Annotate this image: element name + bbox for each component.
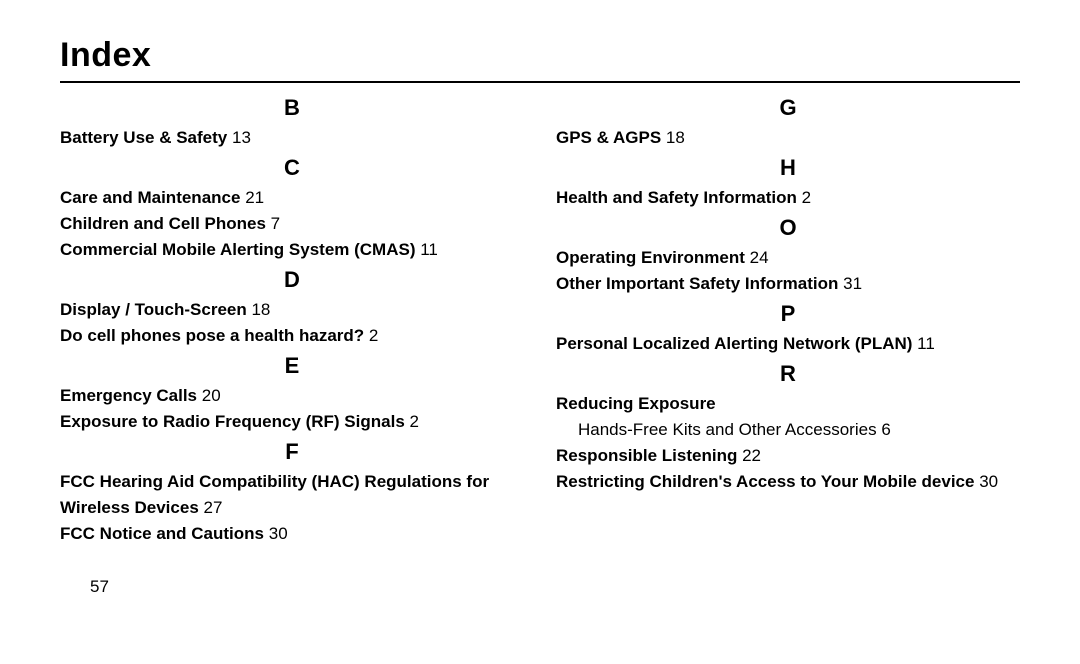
index-entry: GPS & AGPS 18 xyxy=(556,125,1020,151)
index-entry-page: 20 xyxy=(202,386,221,405)
index-entry-page: 21 xyxy=(245,188,264,207)
index-entry: Other Important Safety Information 31 xyxy=(556,271,1020,297)
index-entry: Display / Touch-Screen 18 xyxy=(60,297,524,323)
index-entry-page: 30 xyxy=(979,472,998,491)
index-entry-page: 31 xyxy=(843,274,862,293)
index-entry-label: Children and Cell Phones xyxy=(60,214,266,233)
index-entry-page: 13 xyxy=(232,128,251,147)
index-letter: H xyxy=(556,155,1020,181)
index-entry-page: 18 xyxy=(666,128,685,147)
index-entry-label: Exposure to Radio Frequency (RF) Signals xyxy=(60,412,405,431)
index-entry: Health and Safety Information 2 xyxy=(556,185,1020,211)
index-letter: R xyxy=(556,361,1020,387)
index-letter: F xyxy=(60,439,524,465)
index-entry: FCC Hearing Aid Compatibility (HAC) Regu… xyxy=(60,469,524,521)
index-column-left: B Battery Use & Safety 13 C Care and Mainte… xyxy=(60,91,524,547)
index-entry-label: Commercial Mobile Alerting System (CMAS) xyxy=(60,240,416,259)
index-subentry-label: Hands-Free Kits and Other Accessories xyxy=(578,420,877,439)
index-entry-label: Responsible Listening xyxy=(556,446,737,465)
index-letter: B xyxy=(60,95,524,121)
title-rule xyxy=(60,81,1020,83)
index-subentry: Hands-Free Kits and Other Accessories 6 xyxy=(556,417,1020,443)
index-entry-page: 18 xyxy=(251,300,270,319)
index-entry-label: Operating Environment xyxy=(556,248,745,267)
index-entry: Care and Maintenance 21 xyxy=(60,185,524,211)
index-entry-page: 2 xyxy=(369,326,378,345)
index-entry-label: Care and Maintenance xyxy=(60,188,240,207)
index-entry-label: FCC Hearing Aid Compatibility (HAC) Regu… xyxy=(60,472,489,517)
index-entry: Personal Localized Alerting Network (PLA… xyxy=(556,331,1020,357)
index-entry: Reducing Exposure xyxy=(556,391,1020,417)
index-entry: Battery Use & Safety 13 xyxy=(60,125,524,151)
index-letter: D xyxy=(60,267,524,293)
index-entry: Emergency Calls 20 xyxy=(60,383,524,409)
index-letter: O xyxy=(556,215,1020,241)
index-subentry-page: 6 xyxy=(881,420,890,439)
index-page: Index B Battery Use & Safety 13 C Care and … xyxy=(0,0,1080,597)
index-entry-label: GPS & AGPS xyxy=(556,128,661,147)
index-entry: Do cell phones pose a health hazard? 2 xyxy=(60,323,524,349)
index-entry-label: Do cell phones pose a health hazard? xyxy=(60,326,364,345)
index-entry-label: Personal Localized Alerting Network (PLA… xyxy=(556,334,912,353)
index-entry-label: Other Important Safety Information xyxy=(556,274,838,293)
index-letter: C xyxy=(60,155,524,181)
index-entry-page: 7 xyxy=(271,214,280,233)
index-entry-page: 2 xyxy=(802,188,811,207)
index-entry-page: 27 xyxy=(204,498,223,517)
index-letter: P xyxy=(556,301,1020,327)
index-column-right: G GPS & AGPS 18 H Health and Safety Informa… xyxy=(556,91,1020,547)
index-entry: Restricting Children's Access to Your Mo… xyxy=(556,469,1020,495)
index-entry-page: 24 xyxy=(750,248,769,267)
index-entry-label: Emergency Calls xyxy=(60,386,197,405)
page-title: Index xyxy=(60,36,1020,75)
index-entry-label: Health and Safety Information xyxy=(556,188,797,207)
index-entry-label: Display / Touch-Screen xyxy=(60,300,247,319)
index-entry-page: 2 xyxy=(410,412,419,431)
index-entry: Responsible Listening 22 xyxy=(556,443,1020,469)
index-letter: E xyxy=(60,353,524,379)
index-letter: G xyxy=(556,95,1020,121)
index-entry: Commercial Mobile Alerting System (CMAS)… xyxy=(60,237,524,263)
index-entry: FCC Notice and Cautions 30 xyxy=(60,521,524,547)
page-number: 57 xyxy=(60,577,1020,597)
index-entry-page: 30 xyxy=(269,524,288,543)
index-columns: B Battery Use & Safety 13 C Care and Mainte… xyxy=(60,91,1020,547)
index-entry-label: Battery Use & Safety xyxy=(60,128,227,147)
index-entry-label: Restricting Children's Access to Your Mo… xyxy=(556,472,974,491)
index-entry-page: 11 xyxy=(917,334,935,353)
index-entry-page: 22 xyxy=(742,446,761,465)
index-entry: Children and Cell Phones 7 xyxy=(60,211,524,237)
index-entry-page: 11 xyxy=(420,240,438,259)
index-entry: Operating Environment 24 xyxy=(556,245,1020,271)
index-entry-label: Reducing Exposure xyxy=(556,394,716,413)
index-entry: Exposure to Radio Frequency (RF) Signals… xyxy=(60,409,524,435)
index-entry-label: FCC Notice and Cautions xyxy=(60,524,264,543)
